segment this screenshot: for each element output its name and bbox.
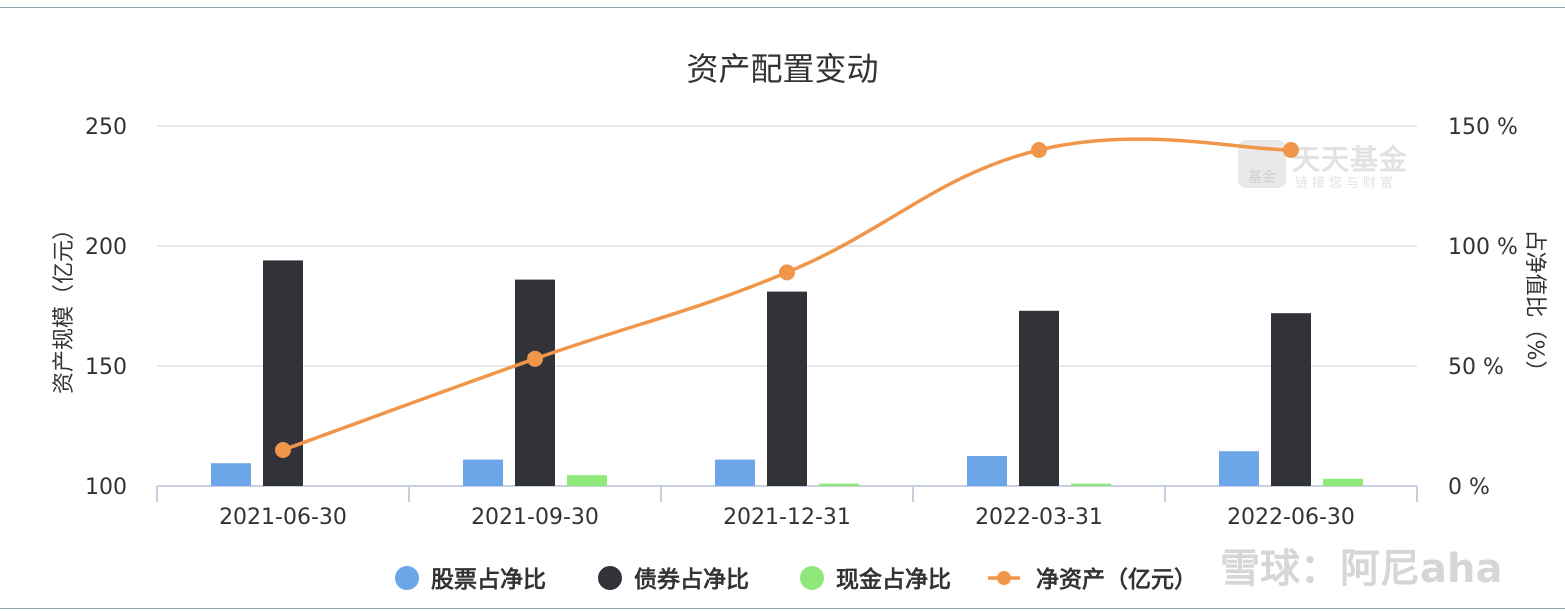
bar (1323, 478, 1363, 486)
legend-dot-marker (997, 571, 1011, 585)
bar (767, 291, 807, 486)
y-right-tick-label: 0 % (1448, 475, 1490, 500)
x-tick-label: 2021-06-30 (219, 505, 347, 530)
y-left-tick-label: 150 (85, 355, 127, 380)
line-point (1031, 142, 1047, 158)
y-right-tick-label: 50 % (1448, 355, 1504, 380)
legend-label: 债券占净比 (634, 566, 749, 593)
legend-label: 现金占净比 (836, 566, 951, 593)
chart-frame (0, 7, 1565, 609)
bar (1271, 313, 1311, 486)
legend-dot-marker (395, 566, 419, 590)
bar (211, 463, 251, 486)
line-point (1283, 142, 1299, 158)
bar (715, 459, 755, 486)
bar (1071, 483, 1111, 486)
line-point (527, 350, 543, 367)
legend-label: 净资产（亿元） (1036, 566, 1197, 593)
bar (819, 483, 859, 486)
y-right-tick-label: 100 % (1448, 235, 1518, 260)
bar (463, 459, 503, 486)
legend-dot-marker (800, 566, 824, 590)
line-point (779, 264, 795, 281)
bar (515, 279, 555, 486)
legend-label: 股票占净比 (431, 566, 546, 593)
x-tick-label: 2021-09-30 (471, 505, 599, 530)
watermark-slogan: 链接您与财富 (1295, 176, 1398, 191)
line-point (275, 442, 291, 458)
bar (567, 475, 607, 486)
chart-title: 资产配置变动 (686, 50, 879, 88)
y-left-tick-label: 200 (85, 235, 127, 260)
y-right-tick-label: 150 % (1448, 115, 1518, 140)
x-tick-label: 2022-03-31 (975, 505, 1103, 530)
x-tick-label: 2021-12-31 (723, 505, 851, 530)
bar (967, 456, 1007, 486)
bar (1219, 451, 1259, 486)
legend-dot-marker (598, 566, 622, 590)
watermark-brand: 天天基金 (1292, 143, 1409, 176)
y-left-tick-label: 100 (85, 475, 127, 500)
xueqiu-watermark: 雪球：阿尼aha (1220, 546, 1503, 592)
x-tick-label: 2022-06-30 (1227, 505, 1355, 530)
watermark-logo-text: 基金 (1248, 169, 1276, 186)
y-left-tick-label: 250 (85, 115, 127, 140)
bar (1019, 310, 1059, 486)
